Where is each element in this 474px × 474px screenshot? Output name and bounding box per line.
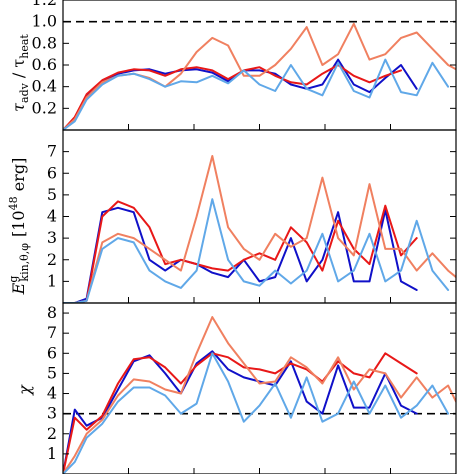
y-tick-label: 1.0 <box>32 12 57 31</box>
y-tick-label: 0.2 <box>32 98 57 117</box>
series-line-2 <box>63 316 456 474</box>
series-line-1 <box>63 352 418 474</box>
panel-middle-ylabel-unit: [10 <box>9 210 28 237</box>
series-line-3 <box>63 352 450 474</box>
y-tick-label: 4 <box>47 384 57 403</box>
panel-bottom-ylabel-text: χ <box>15 384 34 396</box>
y-tick-label: 3 <box>47 404 57 423</box>
axes-frame <box>62 129 457 304</box>
svg-text:Egkin,θ,φ[1048 erg]: Egkin,θ,φ [1048 erg] <box>7 158 31 296</box>
series-line-1 <box>63 64 402 130</box>
y-tick-label: 8 <box>47 303 57 322</box>
y-tick-label: 5 <box>47 363 57 382</box>
series-line-0 <box>63 206 418 303</box>
y-tick-label: 7 <box>47 142 57 161</box>
y-tick-label: 2 <box>47 250 57 269</box>
y-tick-label: 6 <box>47 343 57 362</box>
panel-top-ylabel-sub1: adv <box>18 82 31 103</box>
series-line-3 <box>63 58 450 130</box>
series-line-3 <box>63 198 450 303</box>
panel-middle-ylabel-sup: g <box>7 276 20 283</box>
series-line-2 <box>63 22 456 130</box>
panel-bottom-ylabel: χ <box>15 384 34 396</box>
y-tick-label: 0.8 <box>32 33 57 52</box>
y-tick-label: 1 <box>47 271 57 290</box>
y-tick-label: 0.4 <box>32 77 57 96</box>
panel-top-ylabel-main: τ <box>9 102 28 112</box>
series-group <box>63 316 456 474</box>
panel-middle-ylabel-unit-exp: 48 <box>7 196 20 210</box>
panel-middle-ylabel: Egkin,θ,φ [1048 erg] <box>7 158 31 296</box>
y-tick-label: 7 <box>47 323 57 342</box>
panel-middle: 1 2 3 4 5 6 7 <box>47 129 457 304</box>
series-group <box>63 155 456 303</box>
panel-top-ylabel-mid: / τ <box>9 59 28 84</box>
y-tick-label: 0.6 <box>32 55 57 74</box>
panel-middle-ylabel-sub: kin,θ,φ <box>18 243 31 282</box>
panel-top-ylabel-sub2: heat <box>18 34 31 59</box>
y-tick-label: 5 <box>47 185 57 204</box>
panel-middle-ylabel-unit-end: erg] <box>9 158 28 197</box>
panels: 0.20.40.60.81.01.2123456712345678 <box>32 0 457 474</box>
y-tick-label: 2 <box>47 424 57 443</box>
y-tick-label: 4 <box>47 207 57 226</box>
series-line-2 <box>63 155 456 303</box>
y-tick-label: 1.2 <box>32 0 57 9</box>
panel-middle-ylabel-main: E <box>9 282 28 295</box>
y-tick-label: 6 <box>47 163 57 182</box>
series-line-1 <box>63 200 418 303</box>
series-line-0 <box>63 350 418 474</box>
axes-frame <box>62 0 457 131</box>
y-tick-label: 1 <box>47 444 57 463</box>
axes-frame <box>62 302 457 474</box>
series-group <box>63 22 456 130</box>
panel-top-ylabel: τadv / τheat <box>9 34 31 112</box>
panel-top: 0.2 0.4 0.6 0.8 1.0 1.2 <box>32 0 457 131</box>
svg-text:τadv / τheat: τadv / τheat <box>9 34 31 112</box>
y-tick-label: 3 <box>47 228 57 247</box>
